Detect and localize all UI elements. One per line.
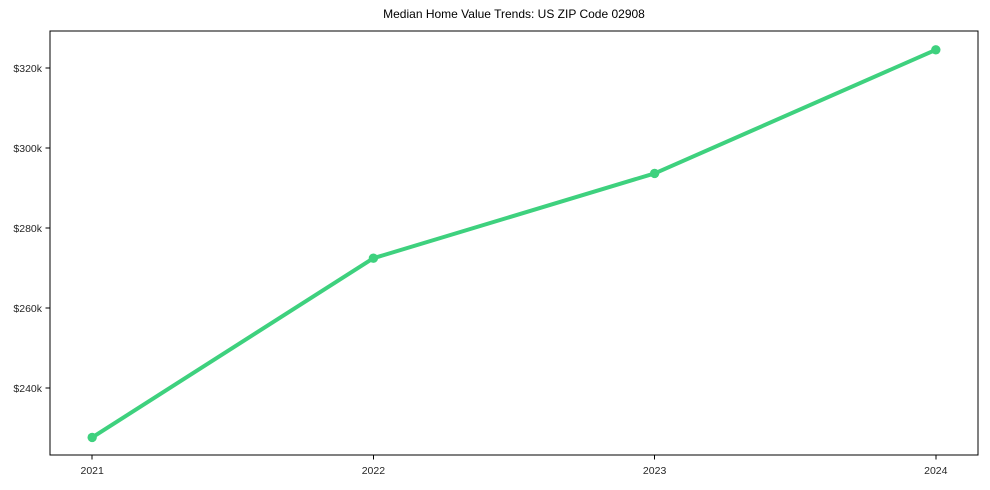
y-tick-label: $260k — [13, 303, 42, 315]
y-tick-label: $280k — [13, 223, 42, 235]
plot-border — [49, 30, 979, 456]
y-tick-label: $300k — [13, 143, 42, 155]
x-tick-label: 2024 — [924, 465, 948, 477]
chart-title: Median Home Value Trends: US ZIP Code 02… — [383, 7, 645, 21]
data-point — [931, 45, 941, 55]
y-tick-label: $240k — [13, 383, 42, 395]
x-tick-label: 2022 — [362, 465, 386, 477]
data-point — [368, 253, 379, 263]
data-point — [87, 432, 97, 443]
y-tick-label: $320k — [13, 63, 42, 75]
trend-line — [90, 47, 938, 440]
data-point — [649, 168, 660, 179]
x-tick-label: 2021 — [81, 465, 105, 477]
plot-area: $240k $260k $280k $300k $320k 2021 2022 2023 202… — [13, 30, 979, 477]
x-tick-label: 2023 — [643, 465, 667, 477]
